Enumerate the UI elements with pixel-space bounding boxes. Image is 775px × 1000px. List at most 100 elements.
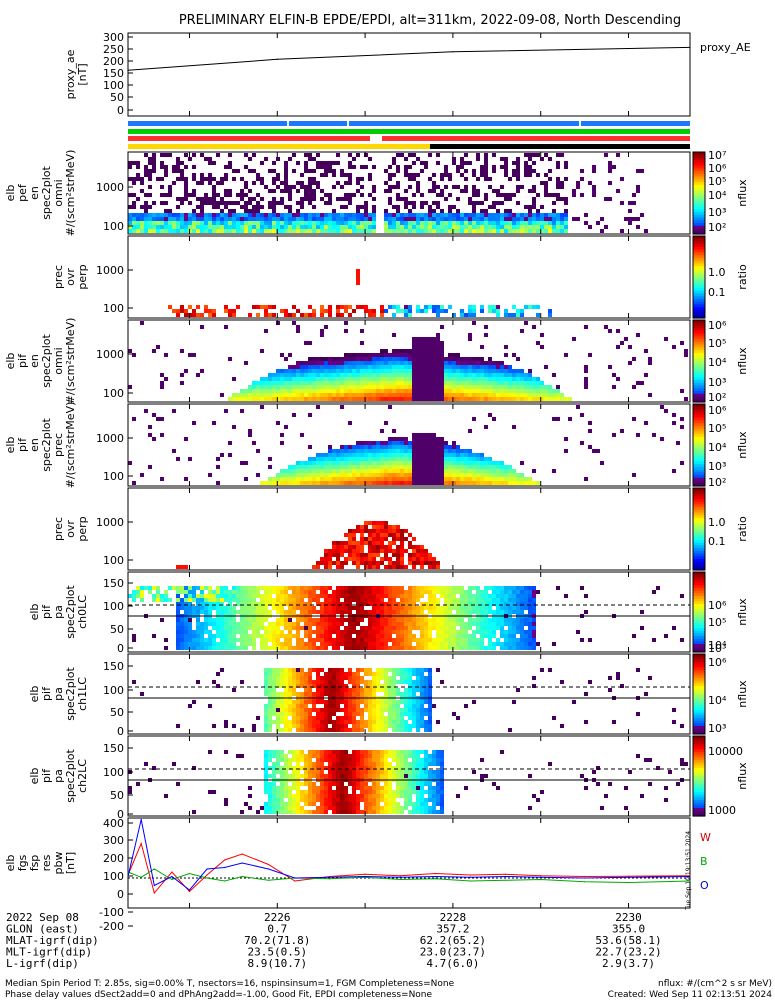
heat-cell (384, 229, 388, 233)
heat-cell (384, 481, 388, 485)
heat-cell (460, 377, 464, 381)
pa-cell (424, 586, 428, 590)
pa-cell (300, 598, 304, 602)
heat-cell (308, 477, 312, 481)
heat-cell (356, 453, 360, 457)
heat-cell (276, 389, 280, 393)
pa-cell (388, 602, 392, 606)
pa-cell (276, 712, 280, 716)
heat-cell (548, 221, 552, 225)
heat-cell (276, 377, 280, 381)
heat-cell (524, 381, 528, 385)
heat-cell (400, 541, 404, 545)
colorbar-segment (693, 625, 705, 629)
pa-cell (296, 626, 300, 630)
pa-cell (252, 590, 256, 594)
heat-cell (164, 169, 168, 173)
heat-cell (180, 225, 184, 229)
heat-cell (472, 365, 476, 369)
heat-cell (160, 165, 164, 169)
heat-cell (324, 193, 328, 197)
heat-cell (292, 221, 296, 225)
pa-cell (264, 684, 268, 688)
heat-cell (140, 225, 144, 229)
heat-cell (448, 385, 452, 389)
heat-cell (336, 477, 340, 481)
pa-cell (232, 626, 236, 630)
heat-cell (452, 481, 456, 485)
heat-cell (424, 377, 428, 381)
heat-cell (328, 397, 332, 401)
pa-cell (180, 630, 184, 634)
heat-cell (288, 229, 292, 233)
heat-cell (444, 481, 448, 485)
pa-cell (176, 724, 180, 728)
heat-cell (376, 549, 380, 553)
pa-cell (352, 622, 356, 626)
pa-cell (196, 626, 200, 630)
heat-cell (276, 393, 280, 397)
heat-cell (456, 449, 460, 453)
heat-cell (452, 373, 456, 377)
heat-cell (324, 213, 328, 217)
pa-cell (484, 618, 488, 622)
heat-cell (440, 357, 444, 361)
colorbar-segment (693, 268, 705, 273)
heat-cell (416, 377, 420, 381)
heat-cell (344, 549, 348, 553)
pa-cell (324, 646, 328, 650)
pa-cell (296, 594, 300, 598)
heat-cell (488, 397, 492, 401)
heat-cell (508, 397, 512, 401)
pa-cell (528, 590, 532, 594)
heat-cell (236, 193, 240, 197)
heat-cell (416, 465, 420, 469)
heat-cell (500, 473, 504, 477)
pa-cell (480, 638, 484, 642)
heat-cell (464, 469, 468, 473)
pa-cell (492, 602, 496, 606)
pa-cell (192, 638, 196, 642)
heat-cell (492, 225, 496, 229)
heat-cell (352, 537, 356, 541)
colorbar-segment (693, 466, 705, 471)
pa-cell (216, 684, 220, 688)
heat-cell (404, 385, 408, 389)
pa-cell (476, 630, 480, 634)
heat-cell (308, 369, 312, 373)
heat-cell (432, 469, 436, 473)
heat-cell (424, 437, 428, 441)
pa-cell (388, 638, 392, 642)
pa-cell (392, 626, 396, 630)
pa-cell (524, 622, 528, 626)
pa-cell (360, 642, 364, 646)
heat-cell (368, 221, 372, 225)
heat-cell (260, 217, 264, 221)
heat-cell (408, 305, 412, 309)
heat-cell (264, 305, 268, 309)
heat-cell (384, 353, 388, 357)
heat-cell (556, 161, 560, 165)
pa-cell (400, 646, 404, 650)
heat-cell (372, 549, 376, 553)
heat-cell (492, 465, 496, 469)
heat-cell (444, 453, 448, 457)
heat-cell (452, 361, 456, 365)
y-tick-label: 100 (103, 79, 124, 92)
heat-cell (388, 525, 392, 529)
pa-cell (176, 618, 180, 622)
heat-cell (480, 381, 484, 385)
heat-cell (484, 165, 488, 169)
heat-cell (332, 549, 336, 553)
heat-cell (428, 385, 432, 389)
heat-cell (376, 461, 380, 465)
heat-cell (424, 397, 428, 401)
heat-cell (416, 477, 420, 481)
pa-cell (264, 672, 268, 676)
heat-cell (308, 217, 312, 221)
heat-cell (484, 369, 488, 373)
heat-cell (604, 197, 608, 201)
pa-cell (400, 598, 404, 602)
pa-cell (180, 590, 184, 594)
heat-cell (464, 461, 468, 465)
